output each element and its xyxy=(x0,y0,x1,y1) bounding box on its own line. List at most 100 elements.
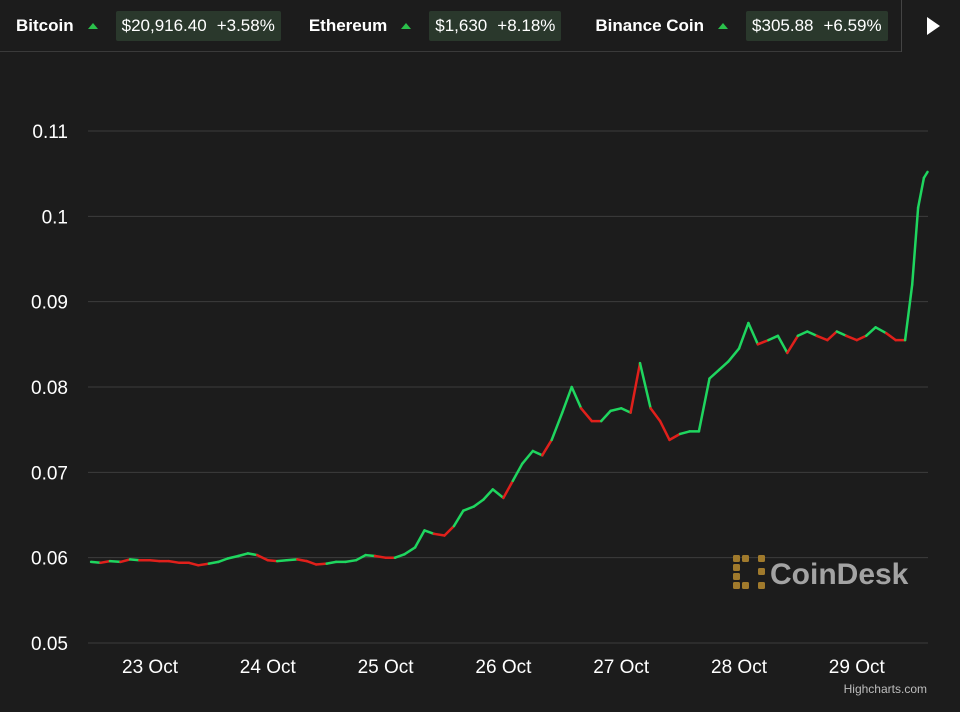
price-chart: 0.05 0.06 0.07 0.08 0.09 0.1 0.11 23 Oct 24 Oct… xyxy=(31,122,929,696)
ticker-item-bitcoin[interactable]: Bitcoin $20,916.40 +3.58% xyxy=(16,0,281,52)
line-segment xyxy=(423,529,436,536)
line-segment xyxy=(786,334,800,355)
line-segment xyxy=(885,331,897,342)
coin-price: $305.88 xyxy=(752,15,814,35)
line-segment xyxy=(727,347,741,363)
y-tick-label: 0.11 xyxy=(32,122,68,143)
y-tick-label: 0.1 xyxy=(42,207,68,228)
line-segment xyxy=(128,558,141,562)
line-segment xyxy=(658,419,671,442)
coin-change: +8.18% xyxy=(497,15,556,35)
line-segment xyxy=(403,546,417,556)
x-tick-label: 29 Oct xyxy=(829,657,886,678)
coin-change: +6.59% xyxy=(823,15,882,35)
line-segment xyxy=(237,552,250,558)
line-segment xyxy=(806,330,818,338)
line-segment xyxy=(255,553,270,562)
line-segment xyxy=(531,449,544,457)
play-icon xyxy=(926,17,940,35)
watermark-text: CoinDesk xyxy=(770,558,909,591)
line-segment xyxy=(599,409,612,423)
line-segment xyxy=(413,529,426,549)
line-segment xyxy=(815,334,829,342)
ticker-play-button[interactable] xyxy=(901,0,960,52)
line-segment xyxy=(717,360,730,372)
line-segment xyxy=(197,562,211,567)
price-box: $20,916.40 +3.58% xyxy=(115,10,281,41)
ticker-item-binance-coin[interactable]: Binance Coin $305.88 +6.59% xyxy=(595,0,888,52)
y-tick-label: 0.05 xyxy=(31,634,68,655)
price-box: $305.88 +6.59% xyxy=(746,10,888,41)
x-tick-label: 28 Oct xyxy=(711,657,768,678)
up-arrow-icon xyxy=(401,22,412,29)
line-segment xyxy=(638,361,652,410)
coindesk-logo-icon xyxy=(733,555,765,589)
coindesk-watermark: CoinDesk xyxy=(733,555,909,591)
price-series xyxy=(89,170,929,567)
line-segment xyxy=(373,554,387,559)
line-segment xyxy=(285,558,299,562)
line-segment xyxy=(187,561,200,567)
line-segment xyxy=(354,553,367,562)
line-segment xyxy=(432,532,446,537)
line-segment xyxy=(697,377,711,433)
coin-change: +3.58% xyxy=(216,15,275,35)
line-segment xyxy=(246,552,259,557)
coin-name: Bitcoin xyxy=(16,15,74,35)
line-segment xyxy=(922,170,929,180)
line-segment xyxy=(275,558,288,563)
line-segment xyxy=(903,283,914,342)
line-segment xyxy=(472,498,485,508)
line-segment xyxy=(119,558,132,564)
up-arrow-icon xyxy=(87,22,98,29)
line-segment xyxy=(737,321,750,350)
line-segment xyxy=(520,449,535,466)
line-segment xyxy=(756,338,770,346)
line-segment xyxy=(108,559,122,564)
line-segment xyxy=(550,411,564,442)
coin-price: $1,630 xyxy=(435,15,488,35)
line-segment xyxy=(747,321,760,346)
line-segment xyxy=(482,488,495,501)
y-tick-label: 0.07 xyxy=(31,463,68,484)
y-tick-label: 0.08 xyxy=(31,378,68,399)
line-segment xyxy=(708,368,721,380)
x-tick-label: 27 Oct xyxy=(593,657,650,678)
line-segment xyxy=(796,330,809,338)
line-segment xyxy=(910,206,920,286)
line-segment xyxy=(916,176,926,210)
line-segment xyxy=(207,560,220,565)
line-segment xyxy=(344,558,358,564)
x-tick-label: 26 Oct xyxy=(475,657,532,678)
coin-price: $20,916.40 xyxy=(121,15,207,35)
line-segment xyxy=(609,407,623,413)
x-tick-label: 24 Oct xyxy=(240,657,297,678)
line-segment xyxy=(776,334,789,355)
ticker-item-ethereum[interactable]: Ethereum $1,630 +8.18% xyxy=(309,0,562,52)
line-segment xyxy=(629,361,642,414)
y-axis-labels: 0.05 0.06 0.07 0.08 0.09 0.1 0.11 xyxy=(31,122,68,655)
line-segment xyxy=(443,524,456,537)
line-segment xyxy=(767,334,780,342)
line-segment xyxy=(364,553,377,558)
x-tick-label: 25 Oct xyxy=(358,657,415,678)
line-segment xyxy=(541,438,553,457)
x-tick-label: 23 Oct xyxy=(122,657,179,678)
line-segment xyxy=(844,334,859,342)
up-arrow-icon xyxy=(718,22,729,29)
line-segment xyxy=(325,560,338,565)
price-ticker-bar: Bitcoin $20,916.40 +3.58% Ethereum $1,63… xyxy=(0,0,960,52)
highcharts-credit[interactable]: Highcharts.com xyxy=(844,682,927,696)
x-axis-labels: 23 Oct 24 Oct 25 Oct 26 Oct 27 Oct 28 Oct 29 O… xyxy=(122,657,885,678)
line-segment xyxy=(619,407,632,414)
line-segment xyxy=(452,509,465,528)
line-segment xyxy=(148,558,161,563)
line-segment xyxy=(266,558,279,563)
coin-name: Binance Coin xyxy=(595,15,705,35)
line-segment xyxy=(561,385,573,414)
line-segment xyxy=(826,330,839,342)
line-segment xyxy=(649,407,662,423)
coin-name: Ethereum xyxy=(308,15,388,35)
y-tick-label: 0.09 xyxy=(31,293,68,314)
line-segment xyxy=(217,557,229,564)
